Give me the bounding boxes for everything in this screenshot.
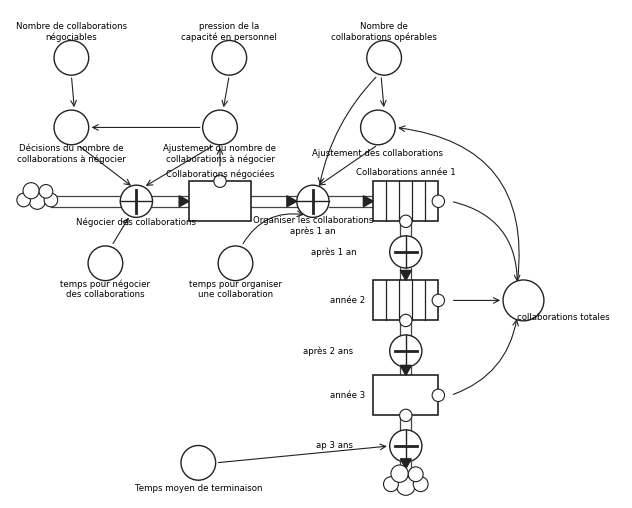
Ellipse shape [120, 185, 152, 217]
Ellipse shape [203, 110, 238, 145]
Ellipse shape [432, 389, 444, 401]
Text: Nombre de collaborations
négociables: Nombre de collaborations négociables [16, 22, 127, 42]
Ellipse shape [361, 110, 395, 145]
Ellipse shape [23, 183, 39, 199]
Ellipse shape [390, 236, 422, 268]
Ellipse shape [390, 335, 422, 367]
Ellipse shape [396, 477, 415, 495]
Ellipse shape [39, 184, 52, 198]
Ellipse shape [218, 246, 253, 280]
Text: Organiser les collaborations
après 1 an: Organiser les collaborations après 1 an [253, 216, 373, 236]
Ellipse shape [214, 175, 226, 187]
Text: Décisions du nombre de
collaborations à négocier: Décisions du nombre de collaborations à … [17, 144, 126, 164]
Polygon shape [400, 365, 411, 375]
Text: après 2 ans: après 2 ans [303, 346, 353, 356]
Text: ap 3 ans: ap 3 ans [316, 441, 353, 451]
Ellipse shape [503, 280, 544, 321]
Bar [374, 375, 439, 416]
Text: Ajustement des collaborations: Ajustement des collaborations [312, 149, 444, 158]
Ellipse shape [413, 477, 428, 492]
Text: année 2: année 2 [331, 296, 365, 305]
Ellipse shape [54, 110, 88, 145]
Ellipse shape [399, 215, 412, 228]
Ellipse shape [212, 41, 246, 75]
Ellipse shape [297, 185, 329, 217]
Ellipse shape [408, 467, 423, 482]
Text: Ajustement du nombre de
collaborations à négocier: Ajustement du nombre de collaborations à… [164, 144, 276, 164]
Ellipse shape [181, 446, 216, 480]
Polygon shape [363, 196, 374, 207]
Polygon shape [287, 196, 297, 207]
Ellipse shape [391, 465, 408, 482]
Ellipse shape [399, 314, 412, 327]
Text: temps pour négocier
des collaborations: temps pour négocier des collaborations [61, 279, 150, 299]
Bar [189, 181, 251, 221]
Ellipse shape [29, 193, 46, 209]
Ellipse shape [432, 294, 444, 307]
Ellipse shape [44, 193, 58, 207]
Text: après 1 an: après 1 an [311, 247, 356, 257]
Polygon shape [179, 196, 189, 207]
Polygon shape [400, 270, 411, 280]
Text: Collaborations année 1: Collaborations année 1 [356, 169, 456, 177]
Ellipse shape [432, 195, 444, 207]
Ellipse shape [17, 193, 30, 207]
Text: pression de la
capacité en personnel: pression de la capacité en personnel [181, 22, 277, 42]
Ellipse shape [54, 41, 88, 75]
Text: Négocier des collaborations: Négocier des collaborations [76, 217, 197, 227]
Text: Temps moyen de terminaison: Temps moyen de terminaison [135, 485, 262, 493]
Bar [374, 181, 439, 221]
Ellipse shape [384, 477, 398, 492]
Text: temps pour organiser
une collaboration: temps pour organiser une collaboration [189, 280, 282, 299]
Text: Nombre de
collaborations opérables: Nombre de collaborations opérables [331, 22, 437, 42]
Ellipse shape [390, 430, 422, 462]
Text: collaborations totales: collaborations totales [518, 313, 610, 322]
Text: année 3: année 3 [331, 391, 365, 400]
Ellipse shape [399, 409, 412, 422]
Ellipse shape [88, 246, 123, 280]
Polygon shape [400, 459, 411, 469]
Bar [374, 280, 439, 321]
Text: Collaborations négociées: Collaborations négociées [166, 170, 274, 179]
Ellipse shape [367, 41, 401, 75]
